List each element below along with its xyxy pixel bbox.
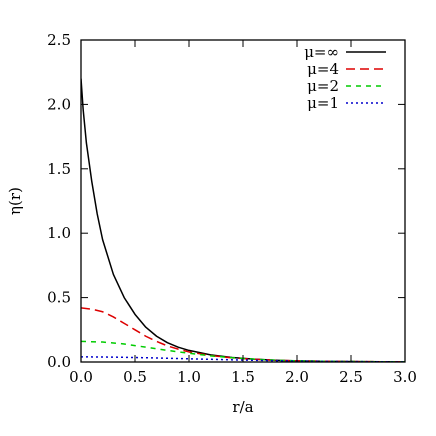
x-tick-label: 2.5	[339, 368, 363, 386]
y-tick-label: 1.5	[47, 160, 71, 178]
legend: μ=∞μ=4μ=2μ=1	[304, 43, 386, 112]
y-axis-label: η(r)	[6, 187, 24, 215]
x-tick-label: 2.0	[285, 368, 309, 386]
legend-label: μ=4	[307, 60, 339, 78]
x-tick-label: 0.5	[123, 368, 147, 386]
series-line-3	[81, 340, 405, 362]
legend-label: μ=1	[307, 94, 339, 112]
legend-label: μ=2	[307, 77, 339, 95]
x-axis-label: r/a	[232, 398, 253, 416]
series-line-2	[81, 307, 405, 362]
legend-label: μ=∞	[304, 43, 339, 61]
x-tick-label: 1.0	[177, 368, 201, 386]
y-tick-label: 0.0	[47, 353, 71, 371]
y-tick-label: 1.0	[47, 224, 71, 242]
y-tick-label: 2.5	[47, 31, 71, 49]
curves	[81, 78, 405, 362]
y-tick-label: 2.0	[47, 95, 71, 113]
y-tick-label: 0.5	[47, 289, 71, 307]
ticks: 0.0 0.5 1.0 1.5 2.0 2.5 3.0 0.0 0.5 1.0 1.5 2.0 2.5	[47, 31, 417, 386]
x-tick-label: 1.5	[231, 368, 255, 386]
series-line-1	[81, 78, 405, 362]
x-tick-label: 3.0	[393, 368, 417, 386]
plot-frame	[80, 39, 406, 363]
x-tick-label: 0.0	[69, 368, 93, 386]
